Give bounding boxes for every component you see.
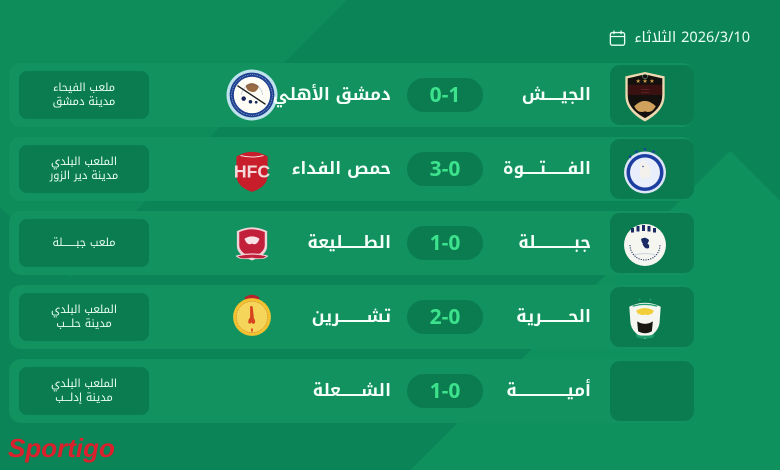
svg-text:★: ★ (638, 295, 642, 304)
svg-text:★: ★ (634, 148, 639, 158)
svg-text:ـــــــــــ: ـــــــــــ (640, 91, 649, 94)
svg-text:ـــــــــــ: ـــــــــــ (640, 88, 649, 91)
svg-text:★: ★ (651, 148, 656, 158)
svg-text:★: ★ (648, 295, 652, 304)
svg-text:★: ★ (628, 153, 633, 163)
svg-text:★: ★ (643, 145, 648, 155)
svg-text:★ ★ ★: ★ ★ ★ (635, 78, 654, 85)
